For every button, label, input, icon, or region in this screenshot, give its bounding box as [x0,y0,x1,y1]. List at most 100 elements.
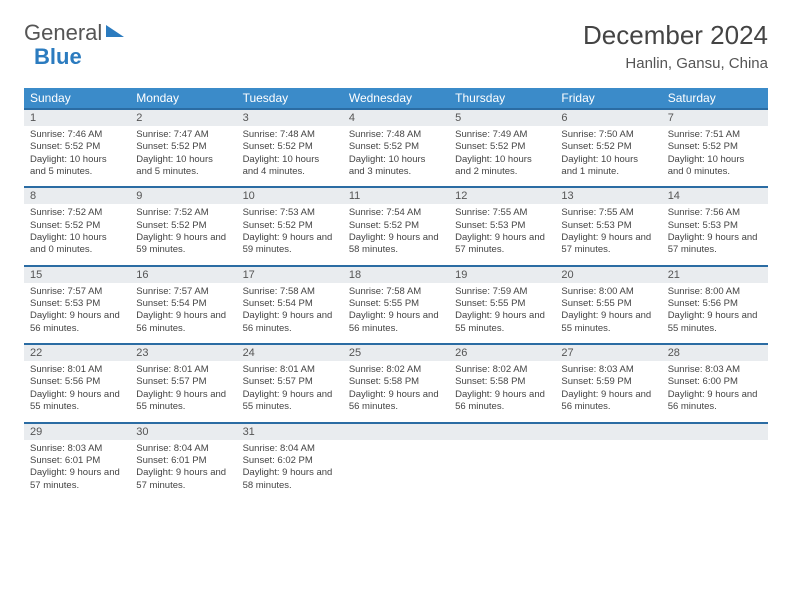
day-cell: 25Sunrise: 8:02 AMSunset: 5:58 PMDayligh… [343,344,449,422]
day-cell: 7Sunrise: 7:51 AMSunset: 5:52 PMDaylight… [662,109,768,187]
day-cell: 8Sunrise: 7:52 AMSunset: 5:52 PMDaylight… [24,187,130,265]
day-details: Sunrise: 7:57 AMSunset: 5:54 PMDaylight:… [130,283,236,343]
day-number: 29 [24,424,130,440]
day-details: Sunrise: 8:02 AMSunset: 5:58 PMDaylight:… [449,361,555,421]
day-cell: 5Sunrise: 7:49 AMSunset: 5:52 PMDaylight… [449,109,555,187]
week-row: 22Sunrise: 8:01 AMSunset: 5:56 PMDayligh… [24,344,768,422]
day-cell: 27Sunrise: 8:03 AMSunset: 5:59 PMDayligh… [555,344,661,422]
day-details: Sunrise: 8:01 AMSunset: 5:56 PMDaylight:… [24,361,130,421]
day-header-wednesday: Wednesday [343,88,449,109]
day-number: 23 [130,345,236,361]
day-details: Sunrise: 7:53 AMSunset: 5:52 PMDaylight:… [237,204,343,264]
day-cell: 30Sunrise: 8:04 AMSunset: 6:01 PMDayligh… [130,423,236,500]
day-header-thursday: Thursday [449,88,555,109]
day-details: Sunrise: 7:59 AMSunset: 5:55 PMDaylight:… [449,283,555,343]
header: General December 2024 Hanlin, Gansu, Chi… [24,20,768,72]
day-cell: 3Sunrise: 7:48 AMSunset: 5:52 PMDaylight… [237,109,343,187]
day-details: Sunrise: 8:02 AMSunset: 5:58 PMDaylight:… [343,361,449,421]
day-number: 25 [343,345,449,361]
day-cell: 11Sunrise: 7:54 AMSunset: 5:52 PMDayligh… [343,187,449,265]
day-cell: 16Sunrise: 7:57 AMSunset: 5:54 PMDayligh… [130,266,236,344]
day-details: Sunrise: 7:55 AMSunset: 5:53 PMDaylight:… [449,204,555,264]
day-number: 5 [449,110,555,126]
day-details: Sunrise: 7:55 AMSunset: 5:53 PMDaylight:… [555,204,661,264]
day-cell: 4Sunrise: 7:48 AMSunset: 5:52 PMDaylight… [343,109,449,187]
day-cell: 13Sunrise: 7:55 AMSunset: 5:53 PMDayligh… [555,187,661,265]
day-details: Sunrise: 7:48 AMSunset: 5:52 PMDaylight:… [343,126,449,186]
day-number: 12 [449,188,555,204]
day-cell: 2Sunrise: 7:47 AMSunset: 5:52 PMDaylight… [130,109,236,187]
day-details: Sunrise: 7:48 AMSunset: 5:52 PMDaylight:… [237,126,343,186]
day-cell: 19Sunrise: 7:59 AMSunset: 5:55 PMDayligh… [449,266,555,344]
day-header-tuesday: Tuesday [237,88,343,109]
day-details: Sunrise: 7:58 AMSunset: 5:55 PMDaylight:… [343,283,449,343]
day-details: Sunrise: 7:57 AMSunset: 5:53 PMDaylight:… [24,283,130,343]
day-cell: 6Sunrise: 7:50 AMSunset: 5:52 PMDaylight… [555,109,661,187]
day-details: Sunrise: 7:46 AMSunset: 5:52 PMDaylight:… [24,126,130,186]
day-number: 17 [237,267,343,283]
day-number: 16 [130,267,236,283]
day-details: Sunrise: 7:58 AMSunset: 5:54 PMDaylight:… [237,283,343,343]
day-cell: . [555,423,661,500]
day-number: 1 [24,110,130,126]
day-cell: . [343,423,449,500]
day-cell: 22Sunrise: 8:01 AMSunset: 5:56 PMDayligh… [24,344,130,422]
day-details: Sunrise: 8:04 AMSunset: 6:02 PMDaylight:… [237,440,343,500]
day-details: Sunrise: 8:03 AMSunset: 6:01 PMDaylight:… [24,440,130,500]
title-block: December 2024 Hanlin, Gansu, China [583,20,768,72]
day-details: Sunrise: 8:00 AMSunset: 5:56 PMDaylight:… [662,283,768,343]
brand-logo: General [24,20,126,46]
day-details: Sunrise: 8:03 AMSunset: 5:59 PMDaylight:… [555,361,661,421]
day-number: 13 [555,188,661,204]
day-cell: 18Sunrise: 7:58 AMSunset: 5:55 PMDayligh… [343,266,449,344]
day-cell: 1Sunrise: 7:46 AMSunset: 5:52 PMDaylight… [24,109,130,187]
day-header-monday: Monday [130,88,236,109]
day-details: Sunrise: 7:52 AMSunset: 5:52 PMDaylight:… [24,204,130,264]
day-details: Sunrise: 7:52 AMSunset: 5:52 PMDaylight:… [130,204,236,264]
day-number: 2 [130,110,236,126]
day-number: 14 [662,188,768,204]
day-details: Sunrise: 7:47 AMSunset: 5:52 PMDaylight:… [130,126,236,186]
day-number: 3 [237,110,343,126]
day-number: 18 [343,267,449,283]
month-title: December 2024 [583,20,768,51]
day-number: 19 [449,267,555,283]
day-header-saturday: Saturday [662,88,768,109]
day-cell: . [449,423,555,500]
day-cell: 15Sunrise: 7:57 AMSunset: 5:53 PMDayligh… [24,266,130,344]
day-cell: 10Sunrise: 7:53 AMSunset: 5:52 PMDayligh… [237,187,343,265]
day-number: 24 [237,345,343,361]
day-number: 27 [555,345,661,361]
day-number: 22 [24,345,130,361]
day-number: 26 [449,345,555,361]
brand-part1: General [24,20,102,46]
brand-part2-wrap: Blue [34,44,82,70]
day-details: Sunrise: 8:04 AMSunset: 6:01 PMDaylight:… [130,440,236,500]
day-header-friday: Friday [555,88,661,109]
day-details: Sunrise: 7:51 AMSunset: 5:52 PMDaylight:… [662,126,768,186]
day-number: 8 [24,188,130,204]
day-number: 20 [555,267,661,283]
day-cell: 14Sunrise: 7:56 AMSunset: 5:53 PMDayligh… [662,187,768,265]
day-cell: 31Sunrise: 8:04 AMSunset: 6:02 PMDayligh… [237,423,343,500]
day-cell: 24Sunrise: 8:01 AMSunset: 5:57 PMDayligh… [237,344,343,422]
day-cell: 23Sunrise: 8:01 AMSunset: 5:57 PMDayligh… [130,344,236,422]
day-cell: 26Sunrise: 8:02 AMSunset: 5:58 PMDayligh… [449,344,555,422]
week-row: 15Sunrise: 7:57 AMSunset: 5:53 PMDayligh… [24,266,768,344]
day-details: Sunrise: 8:01 AMSunset: 5:57 PMDaylight:… [130,361,236,421]
day-details: Sunrise: 8:03 AMSunset: 6:00 PMDaylight:… [662,361,768,421]
day-number: 28 [662,345,768,361]
day-number: 31 [237,424,343,440]
day-details: Sunrise: 7:56 AMSunset: 5:53 PMDaylight:… [662,204,768,264]
week-row: 29Sunrise: 8:03 AMSunset: 6:01 PMDayligh… [24,423,768,500]
week-row: 8Sunrise: 7:52 AMSunset: 5:52 PMDaylight… [24,187,768,265]
day-cell: 9Sunrise: 7:52 AMSunset: 5:52 PMDaylight… [130,187,236,265]
day-cell: 21Sunrise: 8:00 AMSunset: 5:56 PMDayligh… [662,266,768,344]
day-details: Sunrise: 7:49 AMSunset: 5:52 PMDaylight:… [449,126,555,186]
day-number: 10 [237,188,343,204]
day-cell: 29Sunrise: 8:03 AMSunset: 6:01 PMDayligh… [24,423,130,500]
day-number: 9 [130,188,236,204]
day-number: 11 [343,188,449,204]
day-cell: 28Sunrise: 8:03 AMSunset: 6:00 PMDayligh… [662,344,768,422]
day-number: 6 [555,110,661,126]
